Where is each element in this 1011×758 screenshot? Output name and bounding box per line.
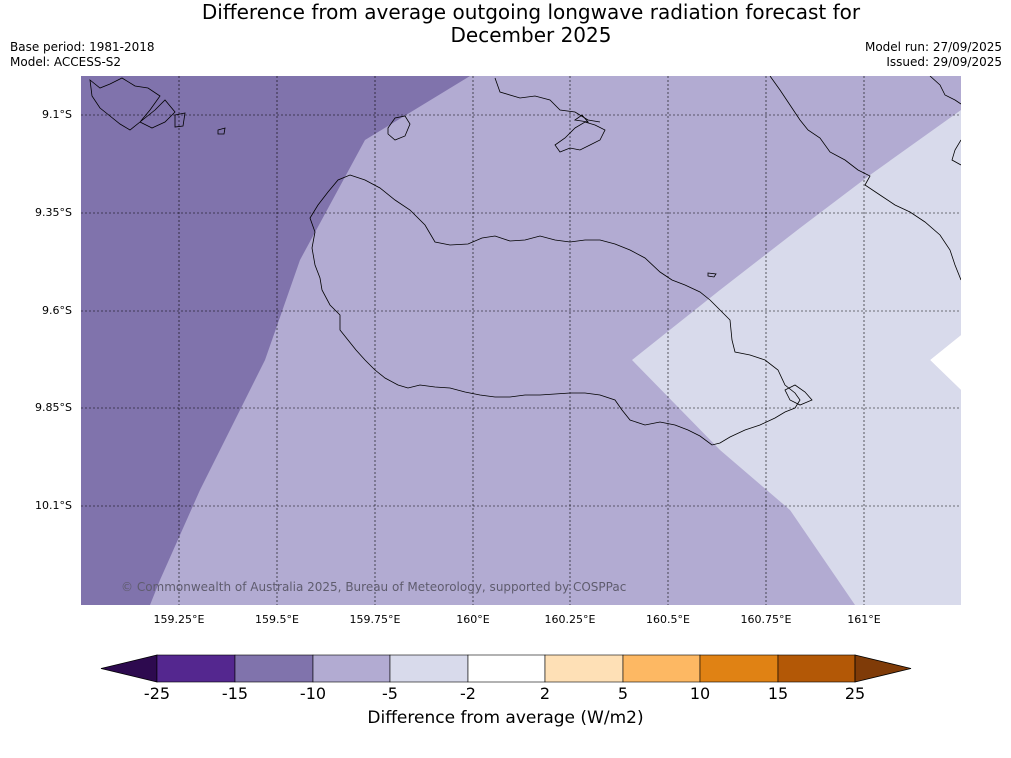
lat-label-4: 9.85°S [35,401,72,414]
lon-label-6: 160.5°E [646,613,690,626]
colorbar-tick-7: 5 [617,684,629,703]
colorbar-title: Difference from average (W/m2) [367,708,644,728]
colorbar-tick-2: -15 [221,684,249,703]
colorbar-segment-1 [156,654,236,683]
region-minus5-to-minus2 [632,110,961,605]
model-name: Model: ACCESS-S2 [10,55,122,69]
base-period: Base period: 1981-2018 [10,40,155,54]
colorbar-extend-high [854,654,912,683]
chart-title: Difference from average outgoing longwav… [0,1,1011,47]
lat-gridlines [81,114,961,507]
graticule [81,76,961,605]
colorbar-extend-low [100,654,158,683]
lat-label-3: 9.6°S [42,304,72,317]
colorbar-tick-4: -5 [382,684,398,703]
region-minus2-to-2 [930,335,961,390]
coastlines [89,76,961,446]
lon-label-4: 160°E [456,613,490,626]
map-area [81,76,961,605]
colorbar-segment-2 [234,654,314,683]
lon-label-3: 159.75°E [349,613,401,626]
lon-label-5: 160.25°E [544,613,596,626]
colorbar-segment-6 [544,654,624,683]
title-line-1: Difference from average outgoing longwav… [201,0,861,24]
coastline-main-island [309,174,801,446]
lat-label-1: 9.1°S [42,108,72,121]
meta-left: Base period: 1981-2018 Model: ACCESS-S2 [10,40,155,70]
colorbar-tick-6: 2 [539,684,551,703]
lat-label-2: 9.35°S [35,206,72,219]
colorbar-segment-8 [699,654,779,683]
colorbar [100,654,912,683]
colorbar-segment-9 [777,654,856,683]
lon-gridlines [178,76,865,605]
title-line-2: December 2025 [450,23,612,47]
colorbar-tick-8: 10 [689,684,711,703]
region-minus15-to-minus10 [81,76,470,605]
coastline-small-islet [707,272,717,278]
coastline-north-central [494,76,961,123]
lon-label-8: 161°E [847,613,881,626]
colorbar-tick-5: -2 [460,684,476,703]
lon-label-1: 159.25°E [153,613,205,626]
colorbar-segment-5 [467,654,546,683]
coastline-islet [387,115,411,141]
meta-right: Model run: 27/09/2025 Issued: 29/09/2025 [865,40,1002,70]
coastline-east-edge [951,139,961,166]
model-run: Model run: 27/09/2025 [864,40,1002,54]
lat-label-5: 10.1°S [35,499,72,512]
copyright-notice: © Commonwealth of Australia 2025, Bureau… [121,580,627,594]
colorbar-segment-7 [622,654,701,683]
colorbar-tick-3: -10 [299,684,327,703]
lon-label-2: 159.5°E [255,613,299,626]
lon-label-7: 160.75°E [740,613,792,626]
colorbar-segment-4 [389,654,469,683]
issued-date: Issued: 29/09/2025 [886,55,1002,69]
coastline-malaita [769,76,961,281]
coastline-northwest [89,77,226,135]
colorbar-segment-3 [312,654,391,683]
colorbar-tick-1: -25 [143,684,171,703]
colorbar-tick-9: 15 [767,684,789,703]
coastline-east-islets [784,384,813,406]
colorbar-tick-10: 25 [844,684,866,703]
